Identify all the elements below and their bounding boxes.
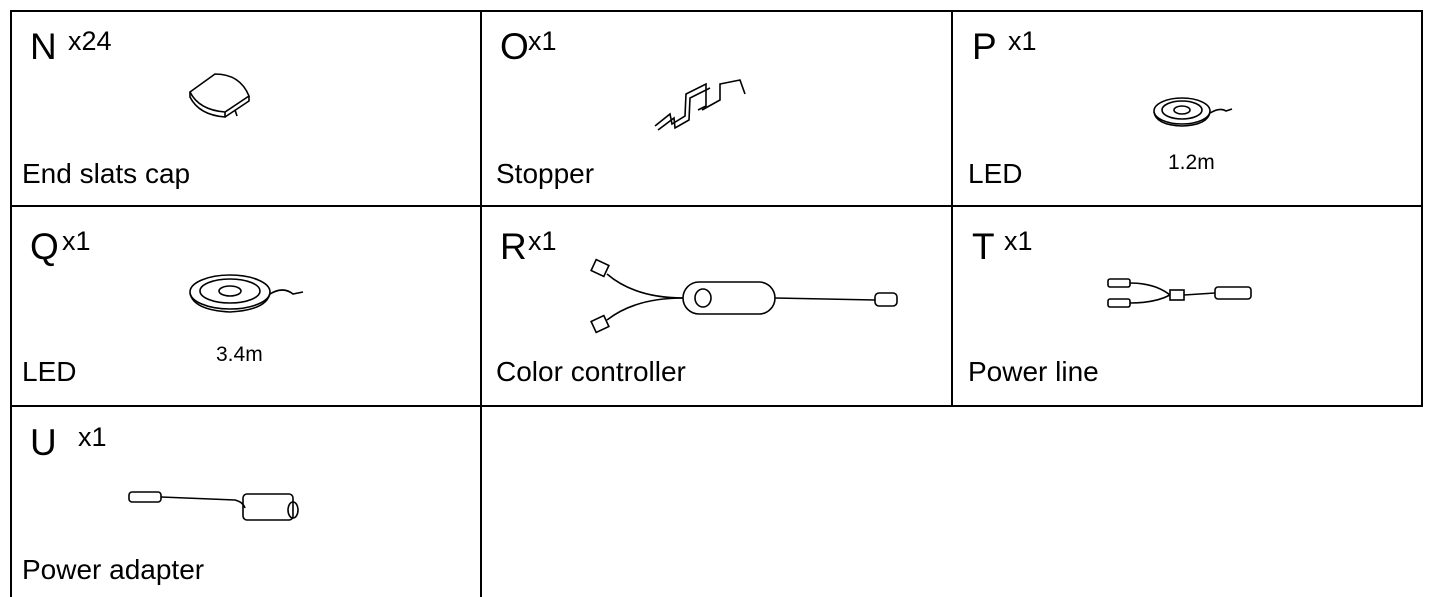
part-length: 3.4m bbox=[216, 343, 263, 366]
part-name: Power adapter bbox=[22, 554, 205, 585]
controller-icon bbox=[590, 258, 898, 334]
part-letter: U bbox=[30, 422, 57, 463]
part-name: LED bbox=[968, 158, 1023, 189]
part-quantity: x1 bbox=[1008, 26, 1037, 56]
adapter-icon bbox=[128, 491, 299, 521]
part-letter: Q bbox=[30, 226, 59, 267]
led-reel-icon bbox=[189, 274, 304, 313]
part-letter: R bbox=[500, 226, 527, 267]
part-quantity: x1 bbox=[78, 422, 107, 452]
part-name: Color controller bbox=[496, 356, 686, 387]
part-quantity: x1 bbox=[528, 226, 557, 256]
part-quantity: x1 bbox=[1004, 226, 1033, 256]
end-cap-icon bbox=[188, 73, 250, 118]
part-name: End slats cap bbox=[22, 158, 191, 189]
part-name: LED bbox=[22, 356, 77, 387]
led-reel-icon bbox=[1153, 97, 1233, 127]
part-name: Power line bbox=[968, 356, 1099, 387]
part-quantity: x1 bbox=[528, 26, 557, 56]
part-letter: T bbox=[972, 226, 995, 267]
part-quantity: x24 bbox=[68, 26, 112, 56]
part-letter: O bbox=[500, 26, 529, 67]
part-quantity: x1 bbox=[62, 226, 91, 256]
part-letter: P bbox=[972, 26, 997, 67]
stopper-icon bbox=[654, 79, 746, 131]
power-line-icon bbox=[1107, 278, 1252, 308]
part-letter: N bbox=[30, 26, 57, 67]
part-length: 1.2m bbox=[1168, 151, 1215, 174]
part-name: Stopper bbox=[496, 158, 595, 189]
